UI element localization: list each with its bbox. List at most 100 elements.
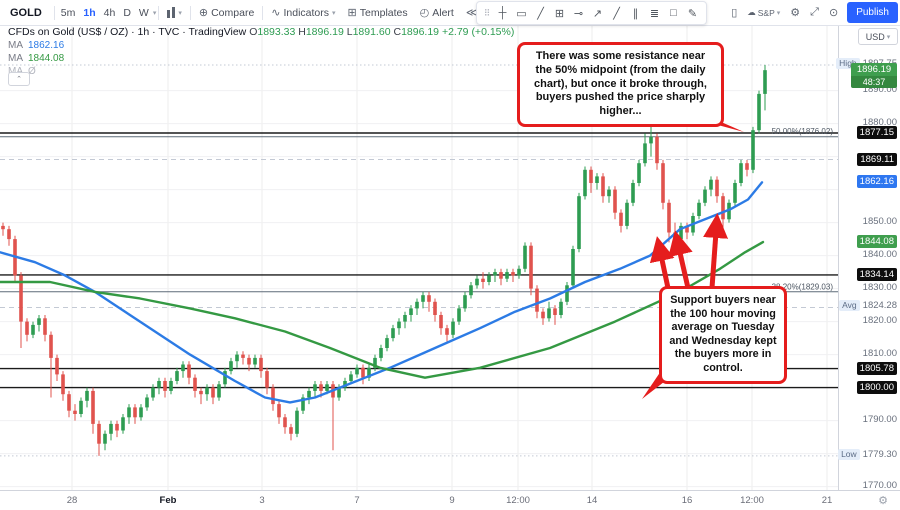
toolbar-divider: [158, 5, 160, 20]
axis-label: 1820.00: [862, 314, 897, 326]
timeframe-w[interactable]: W: [138, 6, 149, 19]
symbol-description[interactable]: CFDs on Gold (US$ / OZ) · 1h · TVC · Tra…: [8, 26, 515, 38]
axis-label: 1850.00: [862, 215, 897, 227]
templates-icon: ⊞: [347, 7, 357, 19]
symbol-search-button[interactable]: GOLD: [10, 6, 42, 19]
cross-line-tool-icon[interactable]: ┼: [498, 7, 507, 19]
settings-gear-icon[interactable]: ⚙: [790, 7, 801, 19]
svg-text:50.00%(1876.02): 50.00%(1876.02): [772, 127, 834, 136]
alert-clock-icon: ◴: [419, 7, 430, 19]
open-value: 1893.33: [257, 26, 296, 38]
axis-label: 1890.00: [862, 83, 897, 95]
last-price-badge: 1896.19 48:37: [839, 63, 900, 89]
price-line-badge: 1800.00: [839, 380, 900, 394]
toolbar-divider: [53, 5, 55, 20]
text-balloon-tool-icon[interactable]: ▭: [516, 7, 527, 20]
time-tick: 3: [259, 495, 265, 506]
floating-drawing-toolbar: ⠿ ┼ ▭ ╱ ⊞ ⊸ ↗ ╱ ∥ ≣ □ ✎: [476, 1, 707, 25]
axis-low-label: Low 1779.30: [838, 448, 900, 460]
time-axis[interactable]: ⚙ 28 Feb 3 7 9 12:00 14 16 12:00 21: [0, 490, 900, 510]
axis-label: 1880.00: [862, 116, 897, 128]
low-value: 1891.60: [352, 26, 391, 38]
compare-button[interactable]: ⊕ Compare: [198, 6, 255, 20]
cloud-icon: ☁: [747, 7, 756, 17]
timeframe-d[interactable]: D: [123, 6, 131, 19]
time-tick: 16: [681, 495, 693, 506]
time-tick: 12:00: [506, 495, 530, 506]
ma-100-value: 1862.16: [28, 40, 65, 51]
ma-200-legend[interactable]: MA 1844.08: [8, 53, 65, 64]
indicators-icon: ∿: [271, 7, 281, 19]
chart-pane[interactable]: 50.00%(1876.02) 38.20%(1829.03) CFDs on G…: [0, 25, 838, 490]
chevron-down-icon: ▾: [178, 9, 182, 17]
cloud-layout-button[interactable]: ☁ S&P ▾: [747, 7, 781, 18]
time-tick: Feb: [159, 495, 177, 506]
visibility-off-icon: Ø: [28, 66, 36, 77]
indicators-button[interactable]: ∿ Indicators ▾: [271, 6, 336, 20]
publish-button[interactable]: Publish: [847, 2, 898, 23]
time-tick: 14: [586, 495, 598, 506]
snapshot-camera-icon[interactable]: ⊙: [828, 7, 839, 19]
toolbar-right-cluster: ▯ ☁ S&P ▾ ⚙ ⤢ ⊙ Publish: [726, 0, 900, 25]
timeframe-4h[interactable]: 4h: [103, 6, 116, 19]
watchlist-panel-icon[interactable]: ▯: [731, 7, 738, 19]
close-value: 1896.19: [401, 26, 440, 38]
ma-200-value: 1844.08: [28, 53, 65, 64]
parallel-channel-tool-icon[interactable]: ∥: [632, 7, 639, 20]
price-line-badge: 1805.78: [839, 361, 900, 375]
price-line-badge: 1877.15: [839, 126, 900, 139]
change-value: +2.79 (+0.15%): [441, 26, 515, 38]
timeframe-1h[interactable]: 1h: [83, 6, 96, 19]
long-position-tool-icon[interactable]: ≣: [649, 7, 660, 20]
compare-icon: ⊕: [198, 7, 209, 19]
time-tick: 9: [449, 495, 455, 506]
axis-avg-label: Avg 1824.28: [839, 300, 900, 312]
alert-button[interactable]: ◴ Alert: [419, 6, 454, 20]
price-line-badge: 1844.08: [839, 235, 900, 249]
axis-label: 1770.00: [862, 479, 897, 491]
timeframe-dropdown-icon[interactable]: ▾: [152, 9, 157, 17]
annotation-support-note[interactable]: Support buyers near the 100 hour moving …: [659, 286, 787, 384]
brush-tool-icon[interactable]: ✎: [687, 7, 698, 20]
candlestick-chart-icon: [167, 7, 176, 19]
chevron-down-icon: ▾: [886, 33, 891, 41]
currency-selector[interactable]: USD ▾: [858, 28, 898, 45]
toolbar-divider: [189, 5, 191, 20]
price-line-badge: 1834.14: [839, 267, 900, 281]
timezone-gear-icon[interactable]: ⚙: [878, 495, 888, 507]
chevron-up-icon: ⌃: [16, 76, 22, 83]
replay-icon: ≪: [465, 7, 478, 19]
templates-button[interactable]: ⊞ Templates: [347, 6, 408, 20]
axis-label: 1810.00: [862, 347, 897, 359]
time-tick: 28: [66, 495, 78, 506]
info-line-tool-icon[interactable]: ╱: [613, 7, 620, 20]
toolbar-divider: [262, 5, 264, 20]
chevron-down-icon: ▾: [776, 9, 781, 17]
legend-collapse-button[interactable]: ⌃: [8, 72, 30, 86]
rect-tool-icon[interactable]: □: [670, 7, 677, 19]
fullscreen-icon[interactable]: ⤢: [810, 6, 819, 18]
time-tick: 7: [354, 495, 360, 506]
time-tick: 12:00: [740, 495, 764, 506]
axis-label: 1790.00: [862, 413, 897, 425]
chevron-down-icon: ▾: [332, 9, 336, 17]
axis-label: 1840.00: [862, 248, 897, 260]
chart-type-button[interactable]: ▾: [161, 0, 188, 25]
ma-hidden-legend[interactable]: MAØ: [8, 65, 514, 78]
price-line-badge: 1862.16: [839, 175, 900, 189]
price-axis[interactable]: USD ▾ 1890.00 1880.00 1850.00 1840.00 1830.0…: [836, 25, 900, 491]
axis-label: 1830.00: [862, 281, 897, 293]
horizontal-ray-tool-icon[interactable]: ⊸: [573, 7, 584, 20]
fib-retracement-tool-icon[interactable]: ⊞: [554, 7, 565, 20]
ma-100-legend[interactable]: MA 1862.16: [8, 40, 65, 51]
high-value: 1896.19: [305, 26, 344, 38]
svg-text:38.20%(1829.03): 38.20%(1829.03): [772, 282, 834, 291]
arrow-marker-tool-icon[interactable]: ↗: [592, 7, 603, 20]
annotation-resistance-note[interactable]: There was some resistance near the 50% m…: [517, 42, 724, 127]
chart-legend: CFDs on Gold (US$ / OZ) · 1h · TVC · Tra…: [8, 26, 514, 78]
timeframe-5m[interactable]: 5m: [60, 6, 76, 19]
drag-handle-icon[interactable]: ⠿: [483, 7, 491, 18]
time-tick: 21: [821, 495, 833, 506]
trend-line-tool-icon[interactable]: ╱: [537, 7, 544, 20]
